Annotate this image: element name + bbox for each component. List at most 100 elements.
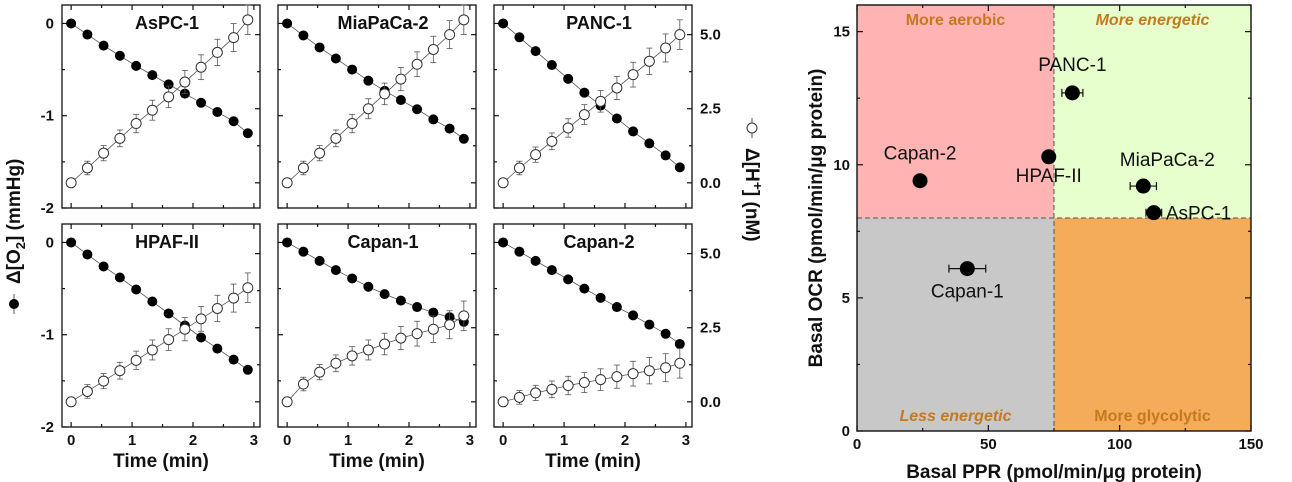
o2-point [595,292,606,303]
quadrant-label-less-energetic: Less energetic [899,408,1011,425]
h-point [578,377,590,389]
h-point [497,396,509,408]
o2-point [628,310,639,321]
o2-point [98,261,109,272]
o2-point [660,328,671,339]
o2-point [212,343,223,354]
y-right-label-group: Δ[H+] (nM) [741,118,766,242]
h-point [530,387,542,399]
h-point [146,344,158,356]
o2-point [395,295,406,306]
o2-point [498,18,509,29]
panel-title: MiaPaCa-2 [337,13,428,33]
o2-point [131,284,142,295]
h-point [379,88,391,100]
h-point [163,91,175,103]
y-tick-label: 5 [842,290,850,307]
o2-point [379,289,390,300]
h-point [562,380,574,392]
o2-point [546,265,557,276]
h-point [427,43,439,55]
panel-title: HPAF-II [135,232,199,252]
h-point [297,378,309,390]
o2-point [131,60,142,71]
panel-title: AsPC-1 [135,13,199,33]
o2-point [498,237,509,248]
y-right-tick-label: 5.0 [700,246,721,263]
y-left-tick-label: 0 [46,15,54,32]
h-point [530,149,542,161]
o2-series-line [70,23,249,134]
h-point [595,95,607,107]
x-tick-label: 0 [853,436,861,453]
h-point [211,46,223,58]
h-point [660,42,672,54]
h-point [211,302,223,314]
h-point [228,32,240,44]
y-tick-label: 15 [833,24,850,41]
quadrant-less-energetic [857,218,1054,431]
o2-point [674,338,685,349]
x-tick-label: 0 [283,432,291,449]
quadrant-more-energetic [1054,5,1251,218]
panel-frame [61,4,261,209]
h-point [330,357,342,369]
h-series-line [286,19,465,184]
x-tick-label: 1 [344,432,352,449]
h-point [660,362,672,374]
h-point [114,365,126,377]
o2-point [514,246,525,257]
o2-point [196,97,207,108]
panel-title: PANC-1 [566,13,632,33]
h-point [163,334,175,346]
h-point [458,310,470,322]
h-point [98,375,110,387]
h-point [546,383,558,395]
o2-point [412,104,423,115]
h-point [314,366,326,378]
o2-point [611,113,622,124]
o2-point [660,150,671,161]
h-point [395,73,407,85]
x-tick-label: 150 [1238,436,1263,453]
y-left-tick-label: -2 [41,419,54,436]
panel-frame [493,223,693,428]
cell-line-label: AsPC-1 [1166,204,1231,225]
h-point [611,371,623,383]
h-point [146,104,158,116]
h-point [379,338,391,350]
h-point [513,162,525,174]
h-point [130,354,142,366]
cell-line-point [1146,205,1162,221]
h-point [611,82,623,94]
cell-line-point [1064,85,1080,101]
h-point [98,147,110,159]
o2-point [363,281,374,292]
h-point [65,396,77,408]
legend-open-marker [746,122,758,134]
o2-point [579,283,590,294]
panel-frame [61,223,261,428]
h-point [195,61,207,73]
h-point [427,323,439,335]
o2-point [298,246,309,257]
cell-line-label: PANC-1 [1038,55,1106,76]
cell-line-point [1041,149,1057,165]
o2-point [428,114,439,125]
o2-series-line [502,242,681,345]
o2-point [242,364,253,375]
y-right-tick-label: 0.0 [700,175,721,192]
y-left-tick-label: -2 [41,200,54,217]
o2-point [212,107,223,118]
quadrant-label-more-glycolytic: More glycolytic [1094,408,1211,425]
h-point [627,368,639,380]
o2-point [147,296,158,307]
o2-point [114,272,125,283]
x-tick-label: 1 [128,432,136,449]
h-point [81,385,93,397]
o2-point [628,126,639,137]
x-tick-label: 2 [189,432,197,449]
h-point [346,350,358,362]
h-point [281,177,293,189]
o2-point [98,40,109,51]
